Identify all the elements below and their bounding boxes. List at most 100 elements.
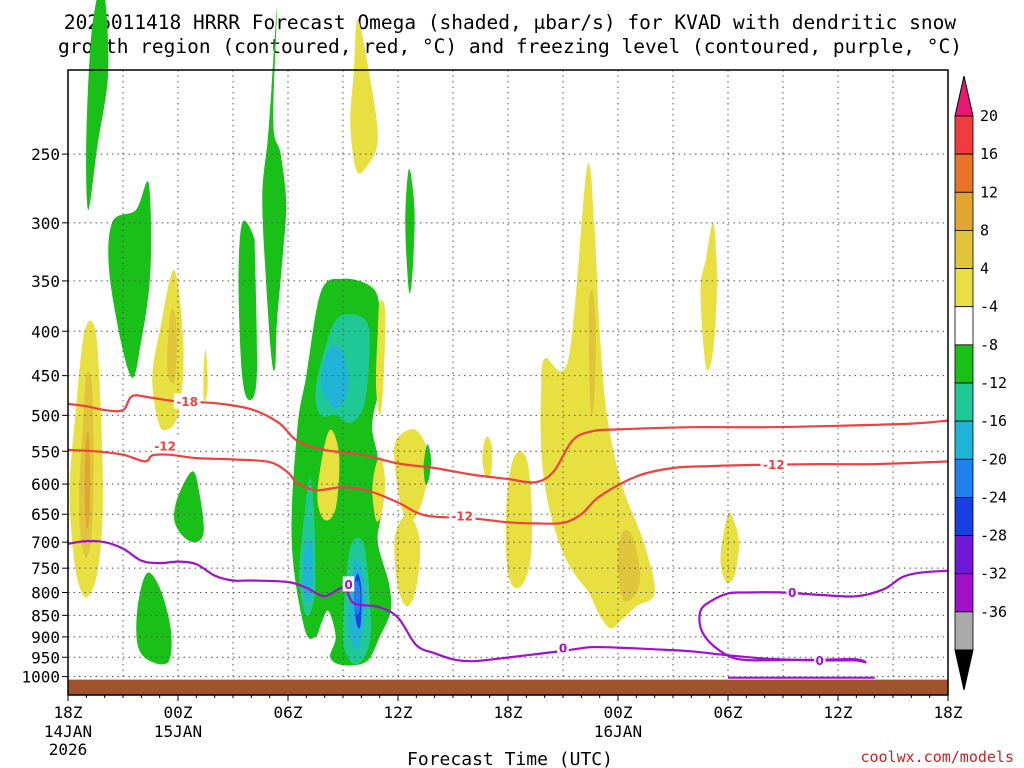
omega-region-8 bbox=[136, 572, 172, 665]
colorbar-label: -36 bbox=[980, 603, 1007, 621]
colorbar-label: -4 bbox=[980, 298, 998, 316]
y-tick-label: 450 bbox=[31, 367, 60, 386]
omega-region-22 bbox=[375, 299, 386, 416]
y-tick-label: 750 bbox=[31, 559, 60, 578]
source-credit: coolwx.com/models bbox=[860, 748, 1014, 766]
colorbar-segment bbox=[954, 230, 974, 269]
omega-region-10 bbox=[238, 220, 258, 400]
omega-region-25 bbox=[394, 429, 430, 521]
colorbar-label: -12 bbox=[980, 374, 1007, 392]
colorbar-segment bbox=[954, 420, 974, 460]
colorbar-segment bbox=[954, 344, 974, 384]
freezing-contour-label-bg bbox=[557, 640, 569, 656]
freezing-contour-label: 0 bbox=[344, 578, 352, 592]
colorbar-label: 4 bbox=[980, 260, 989, 278]
freezing-contour-label: 0 bbox=[815, 654, 823, 668]
x-tick-label: 12Z bbox=[384, 703, 413, 722]
y-tick-label: 700 bbox=[31, 533, 60, 552]
colorbar-label: -8 bbox=[980, 336, 998, 354]
omega-region-1 bbox=[108, 181, 152, 378]
freezing-contour-label-bg bbox=[786, 584, 798, 600]
omega-region-35 bbox=[720, 512, 740, 583]
plot-background bbox=[68, 70, 948, 695]
omega-region-28 bbox=[423, 444, 432, 485]
colorbar-top-arrow bbox=[954, 75, 974, 117]
omega-region-20 bbox=[353, 580, 361, 616]
colorbar-segment bbox=[954, 611, 974, 651]
dgz-contour-line-1 bbox=[67, 448, 949, 525]
omega-region-21 bbox=[350, 19, 378, 174]
plot-area: -18 -12 -12 -12 0 0 0 0 bbox=[67, 0, 949, 696]
omega-region-32 bbox=[617, 529, 641, 602]
y-tick-label: 250 bbox=[31, 145, 60, 164]
y-tick-label: 300 bbox=[31, 214, 60, 233]
colorbar-label: -16 bbox=[980, 412, 1007, 430]
omega-region-0 bbox=[86, 0, 109, 211]
y-tick-label: 400 bbox=[31, 322, 60, 341]
colorbar-label: 16 bbox=[980, 145, 998, 163]
dgz-contour-label: -12 bbox=[451, 509, 473, 523]
dgz-contour-label-bg bbox=[448, 507, 476, 523]
x-tick-label: 18Z bbox=[934, 703, 963, 722]
y-tick-label: 850 bbox=[31, 606, 60, 625]
omega-region-31 bbox=[540, 163, 655, 629]
colorbar-label: -24 bbox=[980, 488, 1007, 506]
x-tick-label: 00Z bbox=[164, 703, 193, 722]
freezing-contour-label-bg bbox=[813, 652, 826, 668]
colorbar-segment bbox=[954, 573, 974, 613]
omega-region-33 bbox=[588, 290, 597, 416]
terrain-ground-bar bbox=[68, 679, 948, 695]
y-tick-label: 550 bbox=[31, 442, 60, 461]
dgz-contour-label-bg bbox=[173, 393, 201, 409]
x-tick-label: 18Z bbox=[494, 703, 523, 722]
colorbar-segment bbox=[954, 268, 974, 308]
x-tick-label: 12Z bbox=[824, 703, 853, 722]
dgz-contour-label-bg bbox=[151, 437, 179, 453]
x-tick-date: 15JAN bbox=[154, 722, 202, 741]
y-axis-pressure: 250 300 350 400 450 500 550 600 650 700 750 800 850 9… bbox=[21, 145, 68, 687]
omega-region-23 bbox=[372, 457, 386, 522]
y-tick-label: 900 bbox=[31, 628, 60, 647]
x-axis-label: Forecast Time (UTC) bbox=[407, 749, 613, 768]
omega-region-11 bbox=[262, 8, 287, 371]
colorbar-label: -28 bbox=[980, 527, 1007, 545]
colorbar-label: 20 bbox=[980, 107, 998, 125]
x-tick-date: 14JAN bbox=[44, 722, 92, 741]
contour-layer: -18 -12 -12 -12 0 0 0 0 bbox=[67, 393, 949, 679]
colorbar-segment bbox=[954, 306, 974, 346]
colorbar-segment bbox=[954, 153, 974, 193]
y-tick-label: 950 bbox=[31, 648, 60, 667]
colorbar-bottom-arrow bbox=[954, 649, 974, 691]
omega-region-14 bbox=[320, 345, 349, 409]
y-tick-label: 1000 bbox=[21, 668, 60, 687]
y-tick-label: 800 bbox=[31, 584, 60, 603]
freezing-contour-label: 0 bbox=[559, 642, 567, 656]
x-tick-label: 00Z bbox=[604, 703, 633, 722]
x-tick-label: 18Z bbox=[54, 703, 83, 722]
omega-region-29 bbox=[482, 436, 493, 479]
y-tick-label: 600 bbox=[31, 475, 60, 494]
colorbar-segment bbox=[954, 497, 974, 536]
y-tick-label: 500 bbox=[31, 406, 60, 425]
y-tick-label: 650 bbox=[31, 505, 60, 524]
y-tick-label: 350 bbox=[31, 272, 60, 291]
x-tick-label: 06Z bbox=[714, 703, 743, 722]
omega-region-27 bbox=[405, 168, 415, 294]
chart-title-line1: 2026011418 HRRR Forecast Omega (shaded, … bbox=[64, 11, 956, 34]
colorbar-segment bbox=[954, 535, 974, 575]
omega-region-30 bbox=[505, 451, 533, 589]
x-tick-year: 2026 bbox=[49, 740, 88, 759]
dgz-contour-label: -12 bbox=[154, 439, 176, 453]
x-tick-date: 16JAN bbox=[594, 722, 642, 741]
freezing-contour-label-bg bbox=[342, 576, 355, 592]
colorbar-segment bbox=[954, 115, 974, 155]
colorbar-segment bbox=[954, 191, 974, 231]
dgz-contour-label-bg bbox=[760, 456, 788, 472]
colorbar-label: -32 bbox=[980, 565, 1007, 583]
omega-region-34 bbox=[700, 222, 717, 371]
omega-region-6 bbox=[166, 308, 177, 384]
freezing-contour-line-0 bbox=[67, 539, 949, 664]
omega-region-4 bbox=[84, 431, 90, 529]
